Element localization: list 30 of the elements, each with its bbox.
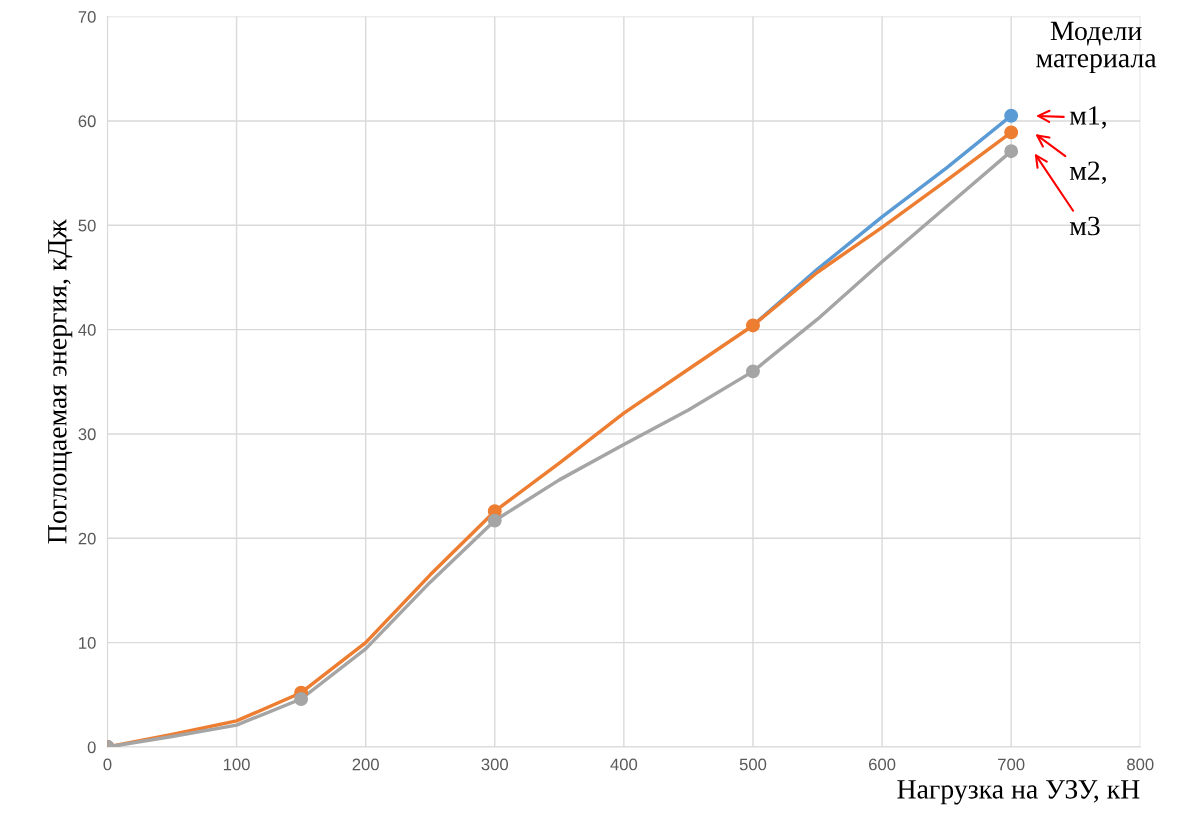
point [746,318,760,333]
point [294,692,309,706]
y-axis-title: Поглощаемая энергия, кДж [48,219,73,544]
y-tick-label: 10 [79,637,96,649]
y-tick-label: 40 [78,324,96,336]
point [1004,125,1019,140]
x-tick-label: 400 [610,758,638,771]
y-tick-label: 70 [78,11,96,23]
x-axis-title: Нагрузка на УЗУ, кН [897,779,1140,805]
x-tick-label: 800 [1127,758,1154,771]
y-tick-label: 60 [78,115,96,128]
x-tick-label: 300 [481,758,509,771]
point [487,513,502,528]
text: м1, [1069,106,1106,129]
point [1004,108,1019,123]
x-tick-label: 600 [869,758,896,771]
x-tick-label: 100 [223,758,250,771]
x-tick-label: 200 [352,758,379,771]
y-tick-label: 50 [78,219,96,232]
point [746,364,760,379]
legend-title: Модели материала [1036,21,1157,74]
text: м3 [1069,216,1100,236]
point [1004,144,1019,159]
x-tick-label: 700 [998,758,1025,771]
x-tick-label: 0 [103,758,112,771]
y-tick-label: 20 [78,532,96,545]
x-tick-label: 500 [739,758,767,771]
y-tick-label: 0 [87,741,96,754]
text: м2, [1069,161,1106,185]
y-tick-label: 30 [78,428,96,441]
